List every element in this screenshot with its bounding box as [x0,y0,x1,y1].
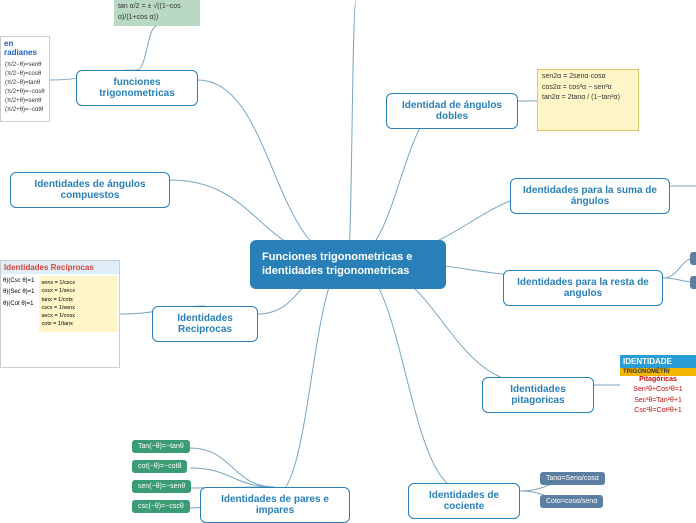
branch-compuestos[interactable]: Identidades de ángulos compuestos [10,172,170,208]
formula-recip-img: Identidades Recíprocasθ)(Csc θ)=1θ)(Sec … [0,260,120,368]
branch-resta[interactable]: Identidades para la resta de angulos [503,270,663,306]
center-node[interactable]: Funciones trigonometricas e identidades … [250,240,446,289]
branch-cociente[interactable]: Identidades de cociente [408,483,520,519]
branch-pitag[interactable]: Identidades pitagoricas [482,377,594,413]
tag-7: T [690,276,696,289]
tag-5: Cotα=cosα/senα [540,495,603,508]
tag-2: sen(−θ)=−senθ [132,480,191,493]
branch-pares[interactable]: Identidades de pares e impares [200,487,350,523]
formula-half-angle: tan α/2 = ± √((1−cos α)/(1+cos α)) [114,0,200,26]
tag-0: Tan(−θ)=−tanθ [132,440,190,453]
tag-6: S [690,252,696,265]
branch-suma[interactable]: Identidades para la suma de ángulos [510,178,670,214]
branch-dobles[interactable]: Identidad de ángulos dobles [386,93,518,129]
formula-dobles-img: sen2α = 2senα·cosαcos2α = cos²α − sen²αt… [537,69,639,131]
branch-funciones[interactable]: funciones trigonometricas [76,70,198,106]
branch-reciprocas[interactable]: Identidades Reciprocas [152,306,258,342]
tag-3: csc(−θ)=−cscθ [132,500,190,513]
formula-pitag-img: IDENTIDADETRIGONOMÉTRIPitagóricasSen²θ+C… [620,355,696,415]
formula-radianes: en radianes(π/2−θ)=senθ(π/2−θ)=cosθ(π/2−… [0,36,50,122]
tag-1: cot(−θ)=−cotθ [132,460,187,473]
tag-4: Tanα=Senα/cosα [540,472,605,485]
